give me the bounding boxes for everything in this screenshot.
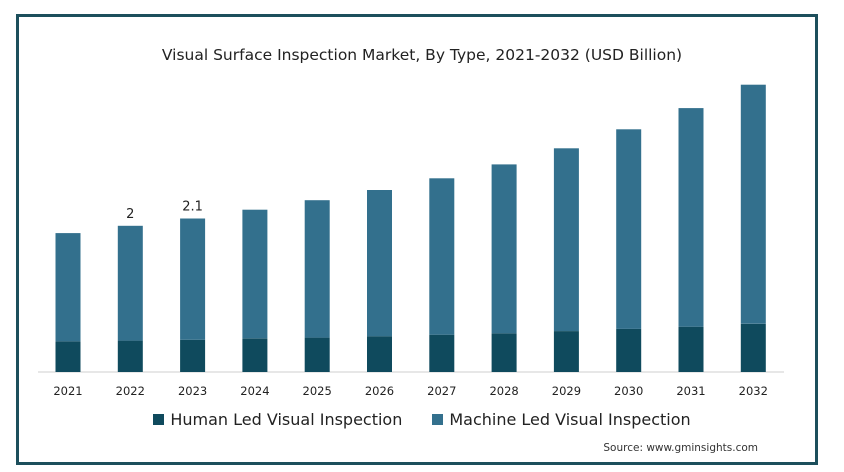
- bar-machine-2021: [55, 233, 81, 342]
- x-tick-label-2024: 2024: [240, 384, 269, 398]
- bar-machine-2029: [553, 148, 579, 331]
- bar-human-2024: [242, 338, 268, 372]
- x-tick-label-2027: 2027: [427, 384, 456, 398]
- legend-item-machine: Machine Led Visual Inspection: [432, 410, 691, 429]
- x-tick-label-2030: 2030: [614, 384, 643, 398]
- bar-machine-2030: [616, 129, 642, 329]
- legend-swatch-machine: [432, 414, 444, 425]
- bar-human-2023: [180, 339, 206, 372]
- x-tick-label-2025: 2025: [303, 384, 332, 398]
- x-tick-label-2021: 2021: [53, 384, 82, 398]
- bar-human-2027: [429, 334, 455, 372]
- bar-human-2032: [740, 323, 766, 372]
- x-tick-label-2029: 2029: [552, 384, 581, 398]
- bar-human-2031: [678, 326, 704, 372]
- bar-human-2021: [55, 341, 81, 372]
- data-label-2022: 2: [126, 207, 134, 222]
- x-tick-label-2032: 2032: [739, 384, 768, 398]
- bar-machine-2022: [117, 225, 143, 341]
- bar-machine-2027: [429, 178, 455, 335]
- bar-machine-2031: [678, 108, 704, 327]
- x-tick-label-2026: 2026: [365, 384, 394, 398]
- legend-item-human: Human Led Visual Inspection: [153, 410, 402, 429]
- data-label-2023: 2.1: [182, 200, 203, 215]
- bar-machine-2032: [740, 84, 766, 324]
- bar-machine-2023: [180, 218, 206, 340]
- legend-swatch-human: [153, 414, 165, 425]
- bar-human-2030: [616, 328, 642, 372]
- bar-human-2022: [117, 340, 143, 372]
- legend: Human Led Visual Inspection Machine Led …: [0, 410, 844, 429]
- bar-machine-2028: [491, 164, 517, 334]
- bar-machine-2026: [367, 190, 392, 337]
- bar-human-2025: [304, 337, 330, 372]
- source-note: Source: www.gminsights.com: [603, 442, 758, 454]
- bar-machine-2024: [242, 209, 268, 339]
- x-tick-label-2031: 2031: [676, 384, 705, 398]
- bar-human-2028: [491, 333, 517, 372]
- bar-human-2029: [553, 331, 579, 372]
- bar-machine-2025: [304, 200, 330, 338]
- legend-label-machine: Machine Led Visual Inspection: [449, 410, 691, 429]
- x-tick-label-2028: 2028: [489, 384, 518, 398]
- chart-title: Visual Surface Inspection Market, By Typ…: [161, 46, 683, 64]
- legend-label-human: Human Led Visual Inspection: [170, 410, 403, 429]
- bar-human-2026: [367, 336, 392, 372]
- x-tick-label-2023: 2023: [178, 384, 207, 398]
- x-tick-label-2022: 2022: [116, 384, 145, 398]
